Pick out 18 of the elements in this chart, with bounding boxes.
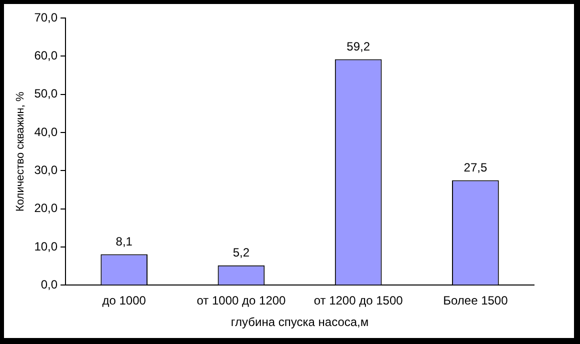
y-tick-label: 70,0	[34, 10, 58, 24]
x-tick-label: от 1200 до 1500	[314, 294, 404, 308]
data-label: 8,1	[116, 234, 133, 249]
y-tick-label: 60,0	[34, 48, 58, 62]
x-tick-label: до 1000	[102, 294, 146, 308]
data-label: 27,5	[464, 160, 488, 175]
x-axis-title: глубина спуска насоса,м	[230, 315, 369, 330]
x-tick-label: Более 1500	[443, 294, 508, 308]
y-axis-title: Количество скважин, %	[14, 92, 27, 212]
data-label: 59,2	[346, 40, 370, 54]
y-tick-label: 20,0	[34, 201, 58, 216]
x-tick-label: от 1000 до 1200	[196, 294, 286, 308]
y-tick-label: 0,0	[40, 278, 58, 292]
y-tick-label: 30,0	[34, 163, 58, 177]
data-label: 5,2	[232, 246, 250, 260]
y-tick-label: 50,0	[34, 86, 58, 101]
y-tick-label: 10,0	[34, 239, 58, 254]
y-tick-label: 40,0	[34, 124, 58, 139]
